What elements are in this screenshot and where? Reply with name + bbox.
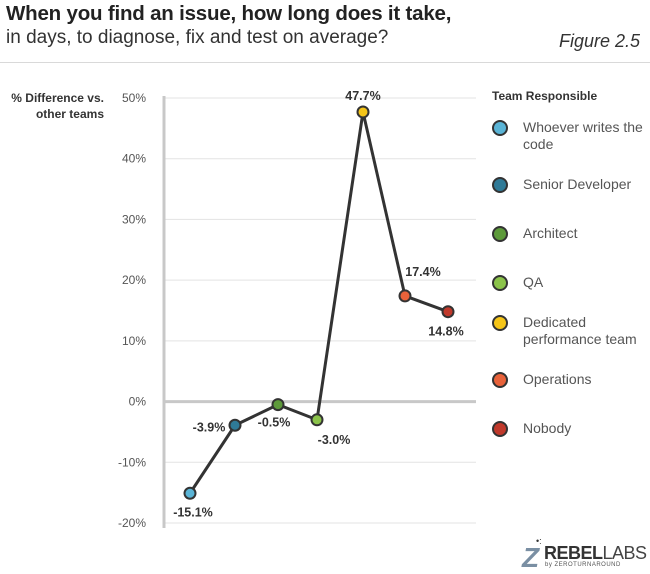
legend-item: Operations bbox=[492, 371, 648, 388]
chart-title: When you find an issue, how long does it… bbox=[6, 2, 452, 25]
data-label: 47.7% bbox=[345, 89, 380, 103]
data-point bbox=[228, 418, 242, 432]
legend-marker-icon bbox=[492, 315, 508, 331]
legend-label: Nobody bbox=[523, 420, 572, 436]
legend-marker-icon bbox=[492, 421, 508, 437]
y-tick-label: 30% bbox=[122, 212, 146, 226]
figure-label: Figure 2.5 bbox=[558, 31, 640, 51]
legend-label: QA bbox=[523, 274, 544, 290]
legend-item: Nobody bbox=[492, 420, 648, 437]
data-point bbox=[183, 486, 197, 500]
logo-byline: by ZEROTURNAROUND bbox=[545, 562, 621, 568]
logo-dots-icon: •: bbox=[536, 536, 542, 546]
y-tick-label: -20% bbox=[118, 516, 146, 530]
chart-subtitle: in days, to diagnose, fix and test on av… bbox=[6, 27, 389, 48]
legend-marker-icon bbox=[492, 120, 508, 136]
legend-label: Operations bbox=[523, 371, 592, 387]
rebellabs-logo: Z •: REBELLABS by ZEROTURNAROUND bbox=[522, 536, 647, 573]
data-label: 17.4% bbox=[405, 265, 440, 279]
legend-item: Architect bbox=[492, 225, 648, 242]
legend-marker-icon bbox=[492, 372, 508, 388]
data-label: -0.5% bbox=[258, 416, 291, 430]
header-divider bbox=[0, 62, 650, 63]
y-tick-label: 10% bbox=[122, 334, 146, 348]
y-tick-label: 0% bbox=[129, 395, 147, 409]
legend-title: Team Responsible bbox=[492, 89, 598, 103]
legend-item: QA bbox=[492, 274, 648, 291]
data-point bbox=[398, 289, 412, 303]
y-tick-label: 50% bbox=[122, 91, 146, 105]
data-label: -3.9% bbox=[193, 420, 226, 434]
y-tick-label: 40% bbox=[122, 152, 146, 166]
data-label: -15.1% bbox=[173, 505, 213, 519]
y-axis-label: % Difference vs. other teams bbox=[11, 91, 104, 121]
legend-label: Senior Developer bbox=[523, 176, 632, 192]
legend-marker-icon bbox=[492, 226, 508, 242]
logo-mark: Z bbox=[522, 542, 540, 573]
data-label: 14.8% bbox=[428, 325, 463, 339]
legend-label: Dedicated performance team bbox=[523, 314, 637, 347]
legend-item: Whoever writes the code bbox=[492, 119, 648, 153]
legend-item: Dedicated performance team bbox=[492, 314, 648, 348]
data-point bbox=[271, 398, 285, 412]
legend-label: Whoever writes the code bbox=[523, 119, 643, 152]
legend-marker-icon bbox=[492, 177, 508, 193]
legend-marker-icon bbox=[492, 275, 508, 291]
data-point bbox=[356, 105, 370, 119]
data-point bbox=[310, 413, 324, 427]
data-point bbox=[441, 305, 455, 319]
legend-label: Architect bbox=[523, 225, 578, 241]
data-label: -3.0% bbox=[318, 433, 351, 447]
legend-item: Senior Developer bbox=[492, 176, 648, 193]
y-tick-label: -10% bbox=[118, 455, 146, 469]
logo-wordmark: REBELLABS bbox=[544, 543, 647, 563]
y-tick-label: 20% bbox=[122, 273, 146, 287]
